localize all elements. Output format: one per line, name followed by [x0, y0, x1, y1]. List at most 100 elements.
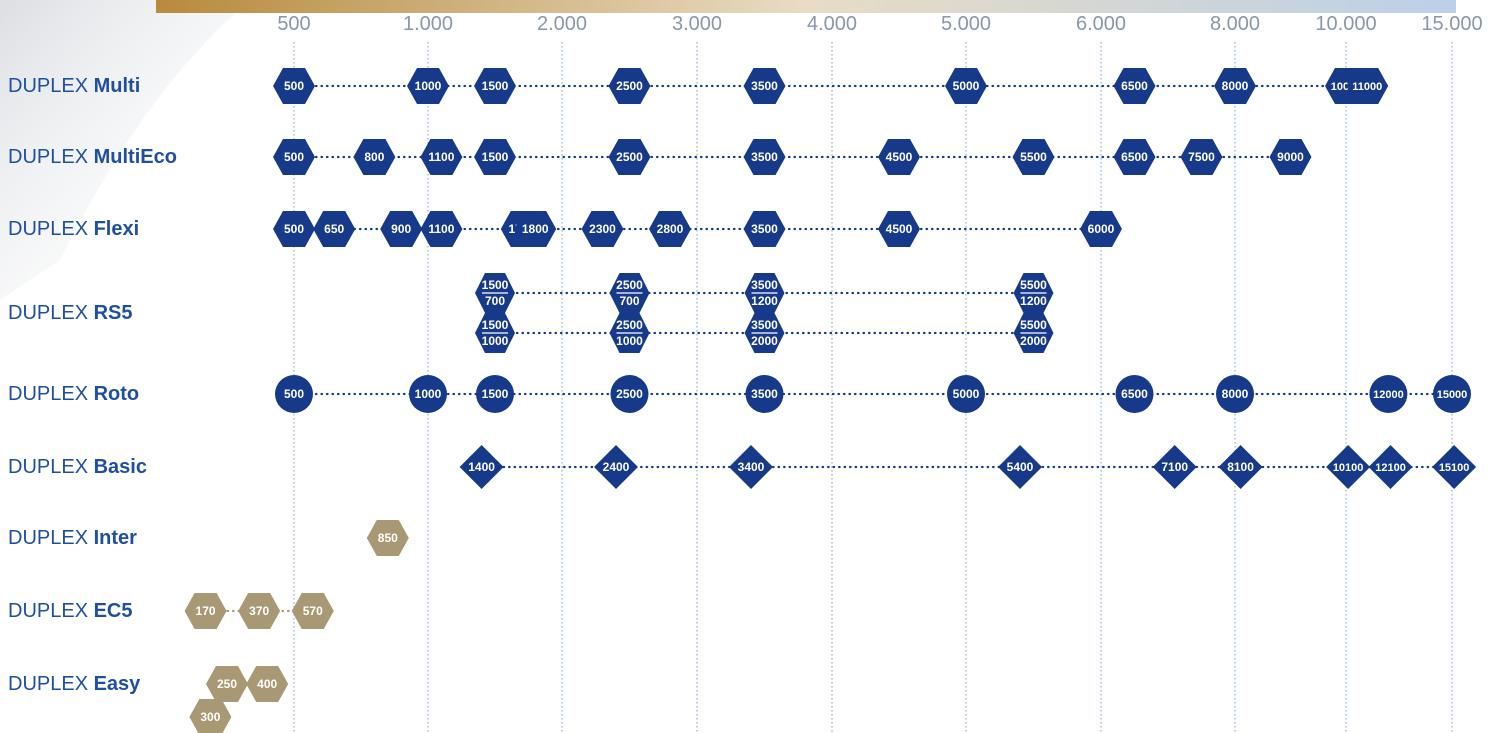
marker-label: 12100: [1375, 462, 1406, 474]
marker-label: 170: [196, 604, 216, 618]
marker-multi-8000: 8000: [1214, 68, 1256, 104]
marker-inter-850: 850: [366, 520, 409, 556]
marker-label: 3500: [751, 150, 778, 164]
marker-label-secondary: 1200: [1020, 294, 1047, 308]
marker-label: 500: [284, 222, 304, 236]
x-tick-label: 8.000: [1210, 13, 1260, 35]
marker-basic-10100: 10100: [1326, 445, 1371, 489]
marker-multi-1000: 1000: [407, 68, 449, 104]
marker-label: 2500: [616, 79, 643, 93]
background-swoosh: [0, 0, 250, 300]
marker-label: 6000: [1088, 222, 1115, 236]
marker-label: 3500: [751, 79, 778, 93]
marker-label: 6500: [1121, 79, 1148, 93]
marker-label: 2500: [616, 278, 643, 292]
marker-label: 4500: [886, 150, 913, 164]
marker-label: 1500: [482, 150, 509, 164]
series-label-easy: DUPLEX Easy: [8, 672, 140, 696]
marker-multieco-5500: 5500: [1012, 139, 1055, 175]
marker-flexi-900: 900: [380, 211, 423, 247]
marker-label: 5000: [953, 387, 980, 401]
marker-roto-5000: 5000: [947, 375, 985, 413]
series-prefix: DUPLEX: [8, 527, 89, 549]
marker-multi-11000: 11000: [1346, 68, 1389, 104]
series-prefix: DUPLEX: [8, 456, 89, 478]
top-decoration-bar: [156, 0, 1456, 13]
marker-basic-3400: 3400: [729, 445, 773, 489]
marker-roto-1000: 1000: [409, 375, 447, 413]
series-label-roto: DUPLEX Roto: [8, 382, 139, 406]
marker-basic-15100: 15100: [1432, 445, 1477, 489]
x-tick-label: 6.000: [1076, 13, 1126, 35]
marker-label: 850: [378, 531, 398, 545]
x-tick-label: 3.000: [672, 13, 722, 35]
x-tick-label: 1.000: [403, 13, 453, 35]
x-tick-label: 500: [277, 13, 310, 35]
marker-flexi-1800: 1800: [514, 211, 557, 247]
marker-label: 4500: [886, 222, 913, 236]
series-name: Flexi: [93, 218, 140, 240]
marker-flexi-1100: 1100: [420, 211, 463, 247]
marker-label: 5000: [953, 79, 980, 93]
marker-label-secondary: 2000: [1020, 334, 1047, 348]
marker-ec5-570: 570: [291, 593, 334, 629]
marker-label: 11000: [1352, 81, 1382, 93]
marker-rs5-1500-700: 1500 700: [475, 273, 515, 313]
marker-multi-3500: 3500: [743, 68, 786, 104]
series-prefix: DUPLEX: [8, 383, 89, 405]
series-prefix: DUPLEX: [8, 302, 89, 324]
marker-label-secondary: 1200: [751, 294, 778, 308]
marker-rs5-3500-2000: 3500 2000: [744, 313, 785, 353]
marker-label: 6500: [1121, 387, 1148, 401]
marker-basic-2400: 2400: [594, 445, 638, 489]
marker-label: 1500: [482, 79, 509, 93]
marker-flexi-6000: 6000: [1080, 211, 1122, 247]
series-label-inter: DUPLEX Inter: [8, 526, 137, 550]
marker-label: 500: [284, 150, 304, 164]
marker-basic-12100: 12100: [1368, 445, 1413, 489]
marker-ec5-170: 170: [184, 593, 227, 629]
marker-label-secondary: 1000: [482, 334, 509, 348]
series-name: Easy: [93, 673, 141, 695]
series-name: RS5: [93, 302, 133, 324]
marker-label: 1500: [482, 318, 509, 332]
marker-basic-1400: 1400: [459, 445, 504, 489]
marker-label-secondary: 2000: [751, 334, 778, 348]
marker-label: 12000: [1373, 389, 1404, 401]
marker-label-secondary: 700: [619, 294, 639, 308]
series-prefix: DUPLEX: [8, 600, 89, 622]
marker-easy-300: 300: [189, 699, 232, 733]
marker-label: 1000: [415, 79, 442, 93]
marker-roto-6500: 6500: [1115, 375, 1154, 413]
marker-basic-7100: 7100: [1152, 445, 1197, 489]
marker-multieco-7500: 7500: [1180, 139, 1223, 175]
marker-multieco-6500: 6500: [1113, 139, 1156, 175]
marker-multi-500: 500: [273, 68, 315, 104]
marker-label: 3400: [738, 460, 765, 474]
series-prefix: DUPLEX: [8, 146, 89, 168]
marker-multieco-4500: 4500: [878, 139, 920, 175]
marker-label: 3500: [751, 387, 778, 401]
marker-label: 3500: [751, 278, 778, 292]
x-tick-label: 10.000: [1315, 13, 1376, 35]
marker-label: 300: [200, 710, 220, 724]
marker-rs5-2500-1000: 2500 1000: [609, 313, 650, 353]
marker-label: 400: [257, 677, 277, 691]
series-prefix: DUPLEX: [8, 673, 89, 695]
series-name: EC5: [93, 600, 133, 622]
marker-roto-3500: 3500: [745, 375, 784, 413]
series-label-multieco: DUPLEX MultiEco: [8, 145, 177, 169]
series-label-ec5: DUPLEX EC5: [8, 599, 133, 623]
marker-ec5-370: 370: [238, 593, 281, 629]
marker-multi-5000: 5000: [945, 68, 987, 104]
marker-roto-8000: 8000: [1216, 375, 1254, 413]
marker-label: 250: [217, 677, 237, 691]
marker-label: 8100: [1227, 460, 1254, 474]
marker-easy-250: 250: [206, 666, 248, 702]
marker-label: 6500: [1121, 150, 1148, 164]
x-tick-label: 2.000: [537, 13, 587, 35]
marker-label: 15100: [1439, 462, 1470, 474]
marker-label: 1100: [428, 150, 454, 164]
marker-label: 2300: [589, 222, 616, 236]
